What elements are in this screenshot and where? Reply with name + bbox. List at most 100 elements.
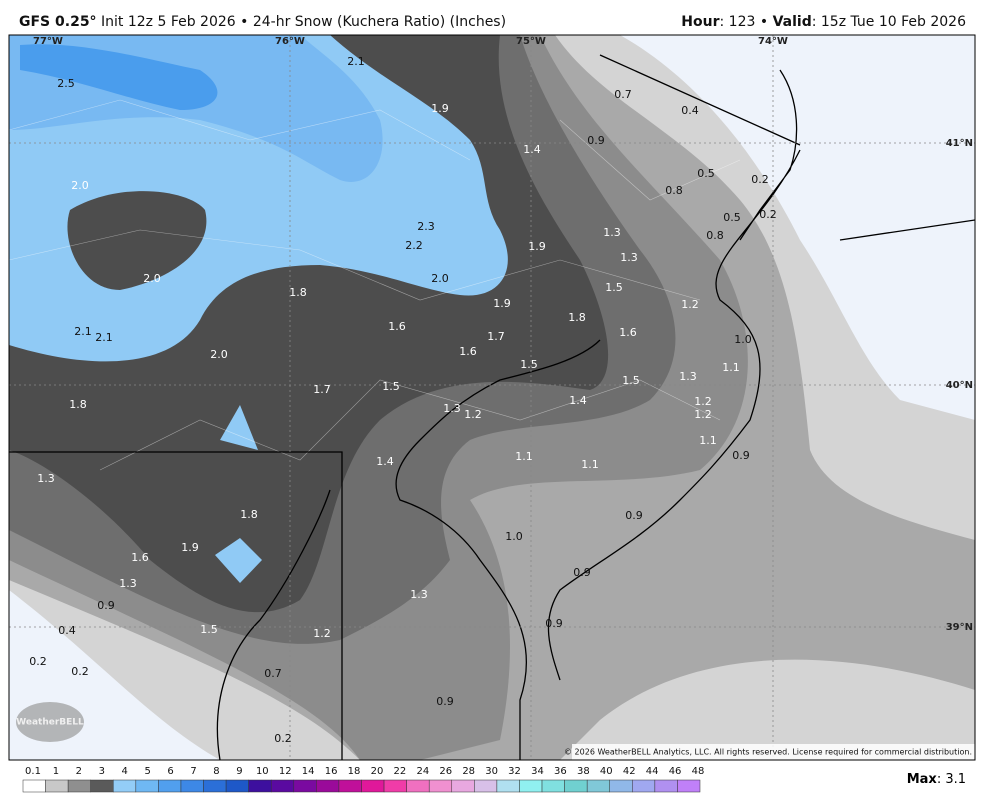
max-value: : 3.1 — [937, 772, 966, 787]
value-label: 2.2 — [405, 239, 423, 252]
colorbar-label: 30 — [485, 766, 498, 777]
colorbar-swatch — [270, 779, 295, 793]
value-label: 1.1 — [581, 458, 599, 471]
value-label: 1.0 — [505, 530, 523, 543]
value-label: 2.3 — [417, 220, 435, 233]
value-label: 1.3 — [443, 402, 461, 415]
hour-label: Hour — [681, 14, 719, 30]
value-label: 1.6 — [619, 326, 637, 339]
value-label: 1.2 — [681, 298, 699, 311]
colorbar-label: 10 — [256, 766, 269, 777]
value-label: 0.9 — [573, 566, 591, 579]
value-label: 1.5 — [520, 358, 538, 371]
value-label: 2.0 — [210, 348, 228, 361]
colorbar-swatch — [180, 779, 204, 793]
value-label: 1.2 — [464, 408, 482, 421]
colorbar-label: 5 — [144, 766, 150, 777]
value-label: 1.1 — [699, 434, 717, 447]
lat-label: 41°N — [946, 138, 973, 149]
hour-value: : 123 • — [720, 14, 769, 30]
colorbar-swatch — [248, 779, 272, 793]
colorbar-swatch — [496, 779, 520, 793]
colorbar-label: 7 — [190, 766, 196, 777]
colorbar-swatch — [541, 779, 565, 793]
colorbar-swatch — [338, 779, 362, 793]
colorbar-swatch — [586, 779, 610, 793]
colorbar-label: 32 — [508, 766, 521, 777]
colorbar-label: 1 — [53, 766, 59, 777]
copyright: © 2026 WeatherBELL Analytics, LLC. All r… — [564, 748, 972, 757]
state-lines — [9, 54, 801, 760]
value-label: 1.9 — [493, 297, 511, 310]
value-label: 0.4 — [58, 624, 76, 637]
value-label: 1.2 — [313, 627, 331, 640]
value-label: 0.9 — [545, 617, 563, 630]
value-label: 1.3 — [620, 251, 638, 264]
colorbar-label: 16 — [325, 766, 338, 777]
colorbar-label: 4 — [122, 766, 128, 777]
value-label: 1.8 — [240, 508, 258, 521]
value-label: 0.2 — [759, 208, 777, 221]
lon-label: 74°W — [758, 36, 788, 47]
colorbar-label: 9 — [236, 766, 242, 777]
model: GFS 0.25° — [19, 14, 97, 30]
value-label: 2.1 — [95, 331, 113, 344]
lon-label: 77°W — [33, 36, 63, 47]
lon-label: 76°W — [275, 36, 305, 47]
value-label: 1.1 — [722, 361, 740, 374]
value-label: 1.6 — [459, 345, 477, 358]
colorbar-swatch — [361, 779, 385, 793]
colorbar-label: 38 — [577, 766, 590, 777]
colorbar-swatch — [67, 779, 91, 793]
colorbar-swatch — [519, 779, 543, 793]
value-label: 0.2 — [751, 173, 769, 186]
colorbar-swatch — [474, 779, 498, 793]
lat-label: 40°N — [946, 380, 973, 391]
value-label: 1.0 — [734, 333, 752, 346]
colorbar-swatch — [677, 779, 701, 793]
value-label: 1.8 — [289, 286, 307, 299]
value-label: 0.9 — [732, 449, 750, 462]
value-label: 2.0 — [431, 272, 449, 285]
colorbar-label: 18 — [348, 766, 361, 777]
colorbar-label: 34 — [531, 766, 544, 777]
value-label: 0.9 — [625, 509, 643, 522]
colorbar-label: 6 — [167, 766, 173, 777]
shade — [215, 405, 262, 583]
max-label: Max — [907, 772, 938, 787]
value-label: 0.5 — [723, 211, 741, 224]
value-label: 0.9 — [436, 695, 454, 708]
colorbar-swatch — [158, 779, 182, 793]
value-label: 1.1 — [515, 450, 533, 463]
init: Init 12z 5 Feb 2026 • 24-hr Snow (Kucher… — [101, 14, 506, 30]
county-lines — [9, 99, 741, 471]
colorbar-label: 0.1 — [25, 766, 41, 777]
header-left: GFS 0.25° Init 12z 5 Feb 2026 • 24-hr Sn… — [19, 14, 506, 30]
colorbar-label: 2 — [76, 766, 82, 777]
colorbar-swatch — [451, 779, 475, 793]
colorbar-swatch — [22, 779, 46, 793]
value-label: 1.5 — [605, 281, 623, 294]
value-label: 1.7 — [313, 383, 331, 396]
colorbar-label: 28 — [462, 766, 475, 777]
colorbar-label: 46 — [669, 766, 682, 777]
value-label: 2.5 — [57, 77, 75, 90]
value-label: 0.2 — [71, 665, 89, 678]
value-label: 1.3 — [37, 472, 55, 485]
value-label: 1.3 — [410, 588, 428, 601]
value-label: 1.8 — [568, 311, 586, 324]
value-label: 1.2 — [694, 395, 712, 408]
colorbar-swatch — [383, 779, 407, 793]
colorbar-label: 24 — [416, 766, 429, 777]
shade — [20, 44, 218, 110]
value-label: 0.9 — [97, 599, 115, 612]
colorbar-label: 14 — [302, 766, 315, 777]
labels: 77°W 76°W 75°W 74°W 41°N 40°N 39°N 2.5 2.1 1.9 2.0… — [29, 36, 973, 745]
colorbar-swatch — [654, 779, 678, 793]
colorbar-swatch — [135, 779, 159, 793]
value-label: 1.5 — [382, 380, 400, 393]
colorbar-swatch — [225, 779, 249, 793]
value-label: 1.4 — [523, 143, 541, 156]
colorbar-label: 44 — [646, 766, 659, 777]
header-right: Hour: 123 • Valid: 15z Tue 10 Feb 2026 — [681, 14, 966, 30]
